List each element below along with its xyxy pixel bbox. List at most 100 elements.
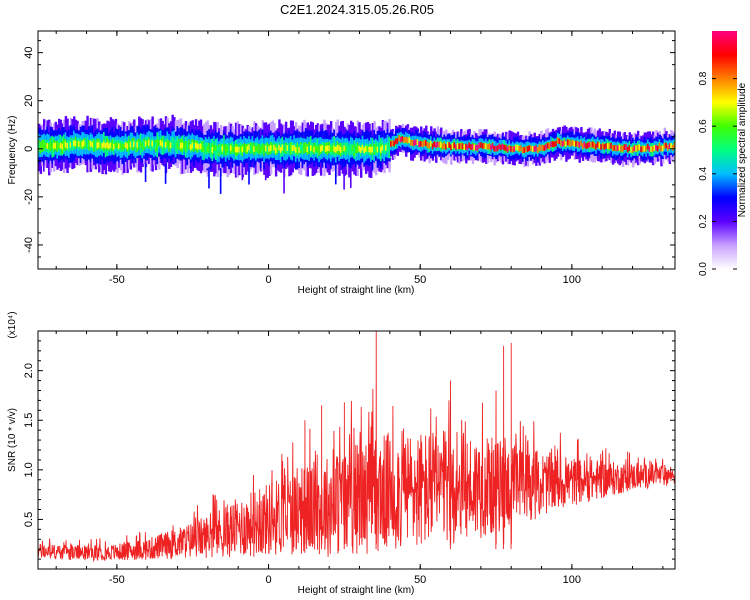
spectrogram-cell: [133, 141, 136, 148]
spectrogram-cell: [436, 141, 440, 148]
spectrogram-cell: [383, 145, 386, 152]
snr-xtick-label: -50: [109, 574, 125, 586]
spectrogram-cell: [375, 144, 378, 151]
spectrogram-cell: [293, 145, 296, 151]
spectrogram-cell: [513, 146, 517, 152]
spectrogram-cell: [288, 144, 291, 151]
spectrogram-cell: [525, 146, 528, 153]
spectrogram-cell: [263, 147, 266, 153]
spectrogram-ytick-label: 40: [23, 47, 35, 59]
spectrogram-cell: [628, 145, 632, 151]
spectrogram-cell: [359, 147, 363, 153]
spectrogram-cell: [411, 140, 415, 146]
spectrogram-cell: [623, 144, 627, 151]
spectrogram-cell: [396, 137, 400, 144]
spectrogram-cell: [563, 139, 567, 146]
spectrogram-cell: [71, 141, 74, 148]
spectrogram-cell: [126, 143, 130, 150]
spectrogram-cell: [138, 141, 141, 148]
spectrogram-cell: [498, 143, 502, 150]
spectrogram-xlabel: Height of straight line (km): [298, 285, 415, 296]
spectrogram-cell: [671, 144, 675, 151]
spectrogram-cell: [181, 142, 185, 149]
spectrogram-cell: [178, 141, 181, 148]
colorbar-tick-label: 0.0: [698, 262, 709, 276]
spectrogram-cell: [381, 144, 385, 151]
spectrogram-cell: [276, 147, 280, 153]
spectrogram-cell: [226, 145, 230, 152]
spectrogram-cell: [561, 140, 565, 147]
spectrogram-cell: [78, 141, 81, 147]
spectrogram-cell: [480, 142, 483, 148]
spectrogram-cell: [338, 145, 341, 152]
spectrogram-cell: [89, 140, 93, 147]
spectrogram-cell: [393, 140, 396, 147]
spectrogram-cell: [621, 146, 625, 152]
spectrogram-cell: [331, 145, 335, 152]
spectrogram-cell: [163, 141, 166, 148]
spectrogram-panel: -50 0 50 100 -40 -20 0 20 40 Height of straight …: [7, 30, 676, 296]
spectrogram-cell: [241, 168, 244, 181]
spectrogram-cell: [309, 145, 313, 151]
spectrogram-cell: [221, 145, 225, 152]
spectrogram-cell: [51, 143, 54, 150]
spectrogram-cell: [433, 141, 436, 148]
spectrogram-cell: [191, 142, 195, 149]
spectrogram-cell: [428, 142, 431, 149]
spectrogram-cell: [541, 144, 545, 151]
colorbar-ticks: 0.0 0.2 0.4 0.6 0.8: [698, 71, 737, 276]
spectrogram-cell: [445, 144, 448, 150]
spectrogram-cell: [261, 144, 265, 151]
spectrogram-cell: [626, 146, 630, 153]
spectrogram-cell: [158, 140, 161, 146]
spectrogram-cell: [146, 140, 150, 146]
spectrogram-cell: [144, 162, 147, 182]
spectrogram-cell: [446, 141, 450, 148]
spectrogram-cell: [453, 142, 457, 149]
spectrogram-cell: [64, 141, 68, 148]
spectrogram-cell: [238, 146, 241, 153]
spectrogram-cell: [438, 141, 441, 148]
spectrogram-cell: [124, 142, 128, 148]
spectrogram-cell: [91, 141, 94, 148]
spectrogram-xtick-label: -50: [109, 274, 125, 286]
spectrogram-cell: [483, 143, 487, 149]
spectrogram-cell: [353, 147, 356, 154]
spectrogram-ytick-label: 20: [23, 95, 35, 107]
spectrogram-cell: [440, 141, 443, 148]
spectrogram-cell: [236, 146, 240, 153]
spectrogram-cell: [111, 142, 115, 149]
spectrogram-cell: [610, 142, 613, 149]
snr-marks: [38, 331, 675, 563]
spectrogram-cell: [248, 166, 250, 185]
spectrogram-cell: [426, 142, 430, 148]
spectrogram-cell: [344, 146, 348, 152]
spectrogram-cell: [296, 146, 300, 153]
spectrogram-cell: [103, 141, 106, 148]
spectrogram-cell: [600, 144, 603, 150]
spectrogram-cell: [585, 143, 588, 150]
spectrogram-cell: [209, 147, 213, 154]
spectrogram-cell: [264, 167, 267, 181]
spectrogram-xtick-label: 100: [563, 274, 581, 286]
spectrogram-cell: [431, 143, 435, 150]
spectrogram-cell: [259, 147, 263, 153]
spectrogram-cell: [189, 144, 193, 151]
spectrogram-cell: [48, 143, 51, 150]
spectrogram-cell: [570, 140, 573, 147]
spectrogram-cell: [666, 145, 670, 151]
spectrogram-cell: [451, 143, 455, 149]
spectrogram-cell: [470, 144, 473, 150]
spectrogram-cell: [566, 139, 570, 146]
spectrogram-cell: [458, 143, 462, 150]
spectrogram-cell: [425, 140, 428, 146]
spectrogram-cell: [349, 168, 352, 188]
spectrogram-cell: [348, 168, 350, 178]
spectrogram-cell: [58, 143, 61, 149]
spectrogram-cell: [349, 146, 353, 153]
snr-ytick-label: 2.0: [23, 363, 35, 378]
spectrogram-cell: [269, 145, 273, 151]
spectrogram-cell: [613, 144, 617, 151]
spectrogram-cell: [545, 144, 548, 150]
